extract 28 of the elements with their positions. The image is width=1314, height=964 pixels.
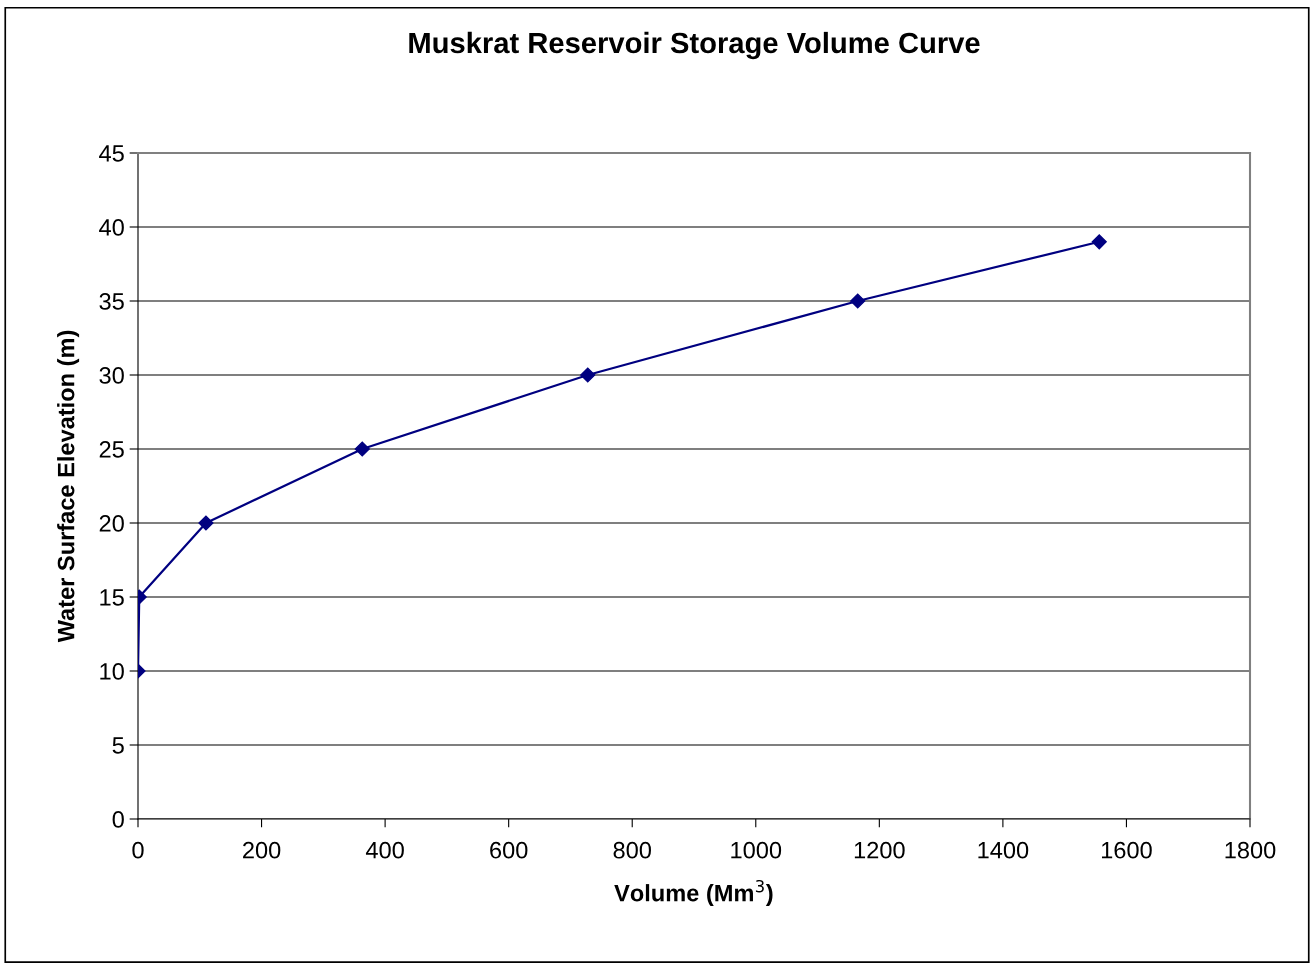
y-tick-label: 40	[99, 219, 124, 236]
y-tick-label: 20	[99, 515, 124, 532]
point	[198, 515, 214, 531]
y-tick-label: 15	[100, 589, 124, 606]
y-tick-label: 5	[112, 737, 124, 754]
x-tick-label: 1600	[1101, 841, 1152, 859]
x-tick-label: 1000	[731, 841, 782, 859]
chart-title: Muskrat Reservoir Storage Volume Curve	[409, 31, 980, 60]
x-tick-label: 1400	[978, 841, 1029, 859]
x-tick-label: 800	[613, 841, 651, 859]
point	[580, 367, 596, 383]
x-tick-label: 0	[132, 841, 144, 859]
x-tick-label: 200	[243, 841, 281, 859]
y-tick-label: 25	[99, 441, 124, 458]
point	[850, 293, 866, 309]
point	[1091, 234, 1107, 250]
x-tick-label: 1200	[854, 841, 905, 859]
y-tick-label: 35	[99, 293, 124, 310]
x-tick-label: 400	[365, 841, 404, 859]
y-tick-label: 10	[100, 663, 124, 680]
x-tick-label: 1800	[1225, 841, 1276, 859]
y-axis-title: Water Surface Elevation (m)	[57, 330, 80, 643]
y-tick-label: 0	[112, 811, 124, 828]
y-tick-label: 30	[99, 367, 124, 384]
y-tick-label: 45	[99, 145, 124, 162]
point	[354, 441, 370, 457]
x-axis-title: Volume (Mm$^{3}$)	[614, 879, 773, 907]
x-tick-label: 600	[490, 841, 528, 859]
